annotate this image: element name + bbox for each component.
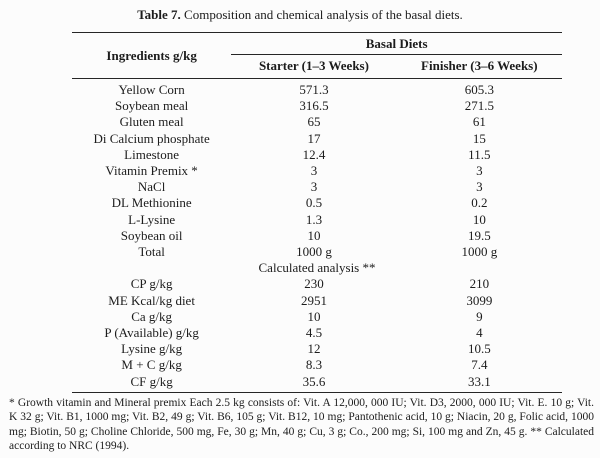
starter-value-cell: 3 <box>310 179 318 195</box>
finisher-value-cell: 3099 <box>466 292 493 308</box>
starter-value-cell: 8.3 <box>305 357 323 373</box>
finisher-value-cell: 271.5 <box>464 98 494 114</box>
finisher-value-cell: 33.1 <box>467 373 491 389</box>
finisher-value-cell: 11.5 <box>468 146 491 162</box>
table-row: L-Lysine 1.3 10 <box>72 212 562 228</box>
ingredient-cell: CP g/kg <box>130 276 173 292</box>
table-body: Yellow Corn 571.3 605.3 Soybean meal 316.5 27… <box>72 79 562 393</box>
table-row: CF g/kg 35.6 33.1 <box>72 374 562 390</box>
finisher-value-cell: 1000 g <box>461 244 498 260</box>
finisher-value-cell: 605.3 <box>464 82 494 97</box>
ingredient-cell: Limestone <box>124 146 180 162</box>
ingredient-cell: Soybean oil <box>120 227 183 243</box>
table-row: Yellow Corn 571.3 605.3 <box>72 82 562 98</box>
starter-value-cell: 3 <box>310 163 318 179</box>
finisher-value-cell: 210 <box>469 276 490 292</box>
ingredient-cell: Lysine g/kg <box>121 341 183 357</box>
finisher-value-cell: 15 <box>472 130 486 146</box>
ingredients-column-header: Ingredients g/kg <box>106 47 197 63</box>
table-row: DL Methionine 0.5 0.2 <box>72 195 562 211</box>
starter-value-cell: 2951 <box>300 292 327 308</box>
ingredient-cell: Di Calcium phosphate <box>93 130 210 146</box>
starter-value-cell: 65 <box>307 114 321 130</box>
starter-value-cell: 1000 g <box>296 244 332 260</box>
ingredient-cell: M + C g/kg <box>121 357 182 373</box>
starter-value-cell: 571.3 <box>299 82 329 97</box>
basal-diets-table: Ingredients g/kg Basal Diets Starter (1–… <box>72 32 562 393</box>
starter-column-header: Starter (1–3 Weeks) <box>258 58 369 73</box>
basal-diets-label: Basal Diets <box>231 33 562 55</box>
starter-value-cell: 4.5 <box>305 325 323 341</box>
section-divider-label: Calculated analysis ** <box>258 260 376 276</box>
starter-value-cell: 12 <box>307 341 321 357</box>
finisher-value-cell: 0.2 <box>471 195 488 211</box>
table-caption-text: Composition and chemical analysis of the… <box>184 7 463 22</box>
ingredient-cell: Ca g/kg <box>131 308 173 324</box>
finisher-value-cell: 61 <box>472 114 486 130</box>
basal-diets-group-header: Basal Diets Starter (1–3 Weeks) Finisher… <box>231 33 562 78</box>
starter-value-cell: 17 <box>307 130 321 146</box>
finisher-value-cell: 19.5 <box>467 227 491 243</box>
starter-value-cell: 316.5 <box>299 98 329 114</box>
ingredient-cell: CF g/kg <box>130 373 173 389</box>
sub-headers: Starter (1–3 Weeks) Finisher (3–6 Weeks) <box>231 55 562 78</box>
finisher-value-cell: 3 <box>476 179 483 195</box>
footnote: * Growth vitamin and Mineral premix Each… <box>9 396 594 453</box>
ingredient-cell: Gluten meal <box>119 114 184 130</box>
starter-value-cell: 10 <box>307 308 321 324</box>
table-row: Di Calcium phosphate 17 15 <box>72 131 562 147</box>
table-header: Ingredients g/kg Basal Diets Starter (1–… <box>72 32 562 79</box>
starter-value-cell: 1.3 <box>305 211 323 227</box>
finisher-value-cell: 10.5 <box>467 341 491 357</box>
table-row: Lysine g/kg 12 10.5 <box>72 341 562 357</box>
table-row: P (Available) g/kg 4.5 4 <box>72 325 562 341</box>
finisher-value-cell: 4 <box>476 325 483 341</box>
section-divider-row: Calculated analysis ** <box>72 260 562 276</box>
starter-value-cell: 10 <box>307 227 321 243</box>
table-row: M + C g/kg 8.3 7.4 <box>72 357 562 373</box>
table-row: Soybean oil 10 19.5 <box>72 228 562 244</box>
table-row: ME Kcal/kg diet 2951 3099 <box>72 293 562 309</box>
ingredient-cell: Vitamin Premix * <box>105 163 198 179</box>
table-row: CP g/kg 230 210 <box>72 276 562 292</box>
table-row: Ca g/kg 10 9 <box>72 309 562 325</box>
analysis-rows: CP g/kg 230 210 ME Kcal/kg diet 2951 3099 Ca g… <box>72 276 562 389</box>
starter-value-cell: 0.5 <box>305 195 323 211</box>
table-row: NaCl 3 3 <box>72 179 562 195</box>
starter-value-cell: 230 <box>304 276 324 292</box>
table-caption-label: Table 7. <box>137 7 181 22</box>
finisher-value-cell: 7.4 <box>471 357 488 373</box>
table-row: Total 1000 g 1000 g <box>72 244 562 260</box>
table-caption: Table 7. Composition and chemical analys… <box>0 0 600 23</box>
ingredient-cell: NaCl <box>137 179 166 195</box>
starter-value-cell: 12.4 <box>302 146 326 162</box>
finisher-value-cell: 10 <box>472 211 486 227</box>
ingredient-cell: Yellow Corn <box>118 82 185 97</box>
ingredient-cell: DL Methionine <box>111 195 192 211</box>
ingredient-rows: Yellow Corn 571.3 605.3 Soybean meal 316.5 27… <box>72 82 562 260</box>
table-row: Gluten meal 65 61 <box>72 114 562 130</box>
table-row: Limestone 12.4 11.5 <box>72 147 562 163</box>
finisher-value-cell: 9 <box>476 308 483 324</box>
ingredient-cell: ME Kcal/kg diet <box>108 292 195 308</box>
finisher-column-header: Finisher (3–6 Weeks) <box>421 58 538 73</box>
table-row: Soybean meal 316.5 271.5 <box>72 98 562 114</box>
table-row: Vitamin Premix * 3 3 <box>72 163 562 179</box>
finisher-value-cell: 3 <box>476 163 483 179</box>
ingredient-cell: L-Lysine <box>128 211 176 227</box>
starter-value-cell: 35.6 <box>302 373 326 389</box>
ingredient-cell: Total <box>138 244 165 260</box>
ingredient-cell: P (Available) g/kg <box>104 325 199 341</box>
ingredient-cell: Soybean meal <box>114 98 189 114</box>
